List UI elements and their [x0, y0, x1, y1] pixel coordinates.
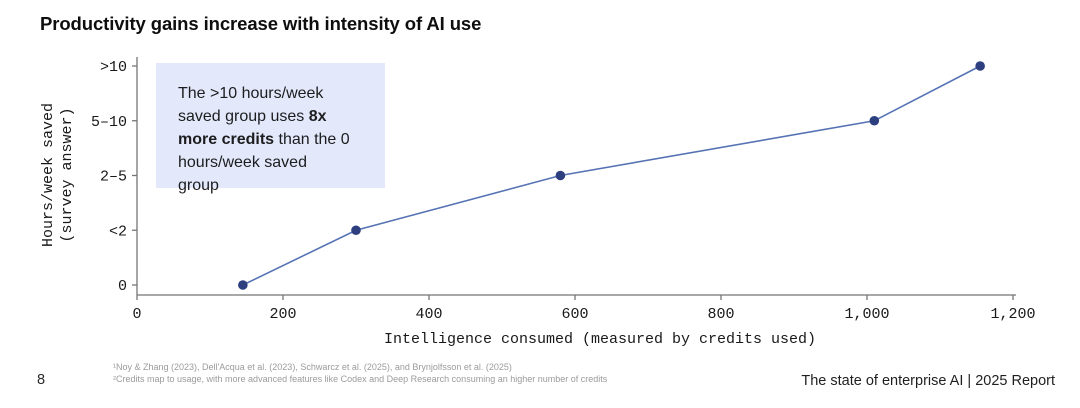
data-point: [975, 61, 985, 71]
x-tick-label: 400: [415, 306, 442, 323]
x-tick-label: 1,000: [844, 306, 889, 323]
footnote-2: ²Credits map to usage, with more advance…: [113, 374, 608, 384]
footnotes: ¹Noy & Zhang (2023), Dell'Acqua et al. (…: [113, 361, 607, 385]
annotation-text: The >10 hours/week saved group uses 8x m…: [178, 82, 350, 197]
y-tick-label: <2: [109, 223, 127, 240]
page-number: 8: [37, 372, 46, 388]
annotation-callout: The >10 hours/week saved group uses 8x m…: [156, 63, 385, 194]
annotation-text-pre: The >10 hours/week saved group uses: [178, 85, 324, 125]
annotation-text-bold: 8x more credits: [178, 108, 327, 148]
chart-title: Productivity gains increase with intensi…: [40, 13, 482, 34]
y-tick-label: 5–10: [91, 114, 127, 131]
x-tick-label: 800: [707, 306, 734, 323]
y-axis-label: Hours/week saved (survey answer): [39, 50, 77, 300]
x-tick-label: 200: [269, 306, 296, 323]
data-point: [351, 225, 361, 236]
data-point: [869, 115, 880, 126]
x-axis-label: Intelligence consumed (measured by credi…: [383, 331, 817, 348]
y-axis-label-line-1: Hours/week saved: [40, 102, 57, 248]
y-tick-label: 2–5: [100, 169, 127, 186]
footnote-1: ¹Noy & Zhang (2023), Dell'Acqua et al. (…: [113, 362, 512, 372]
x-tick-label: 0: [132, 306, 141, 323]
y-tick-label: >10: [100, 59, 127, 76]
x-tick-label: 600: [561, 306, 588, 323]
x-tick-label: 1,200: [990, 306, 1035, 323]
report-footer: The state of enterprise AI | 2025 Report: [801, 373, 1055, 389]
y-tick-label: 0: [118, 278, 127, 295]
data-point: [238, 280, 248, 290]
annotation-text-post: than the 0 hours/week saved group: [178, 131, 350, 194]
data-point: [555, 170, 566, 181]
y-axis-label-line-2: (survey answer): [59, 107, 76, 243]
